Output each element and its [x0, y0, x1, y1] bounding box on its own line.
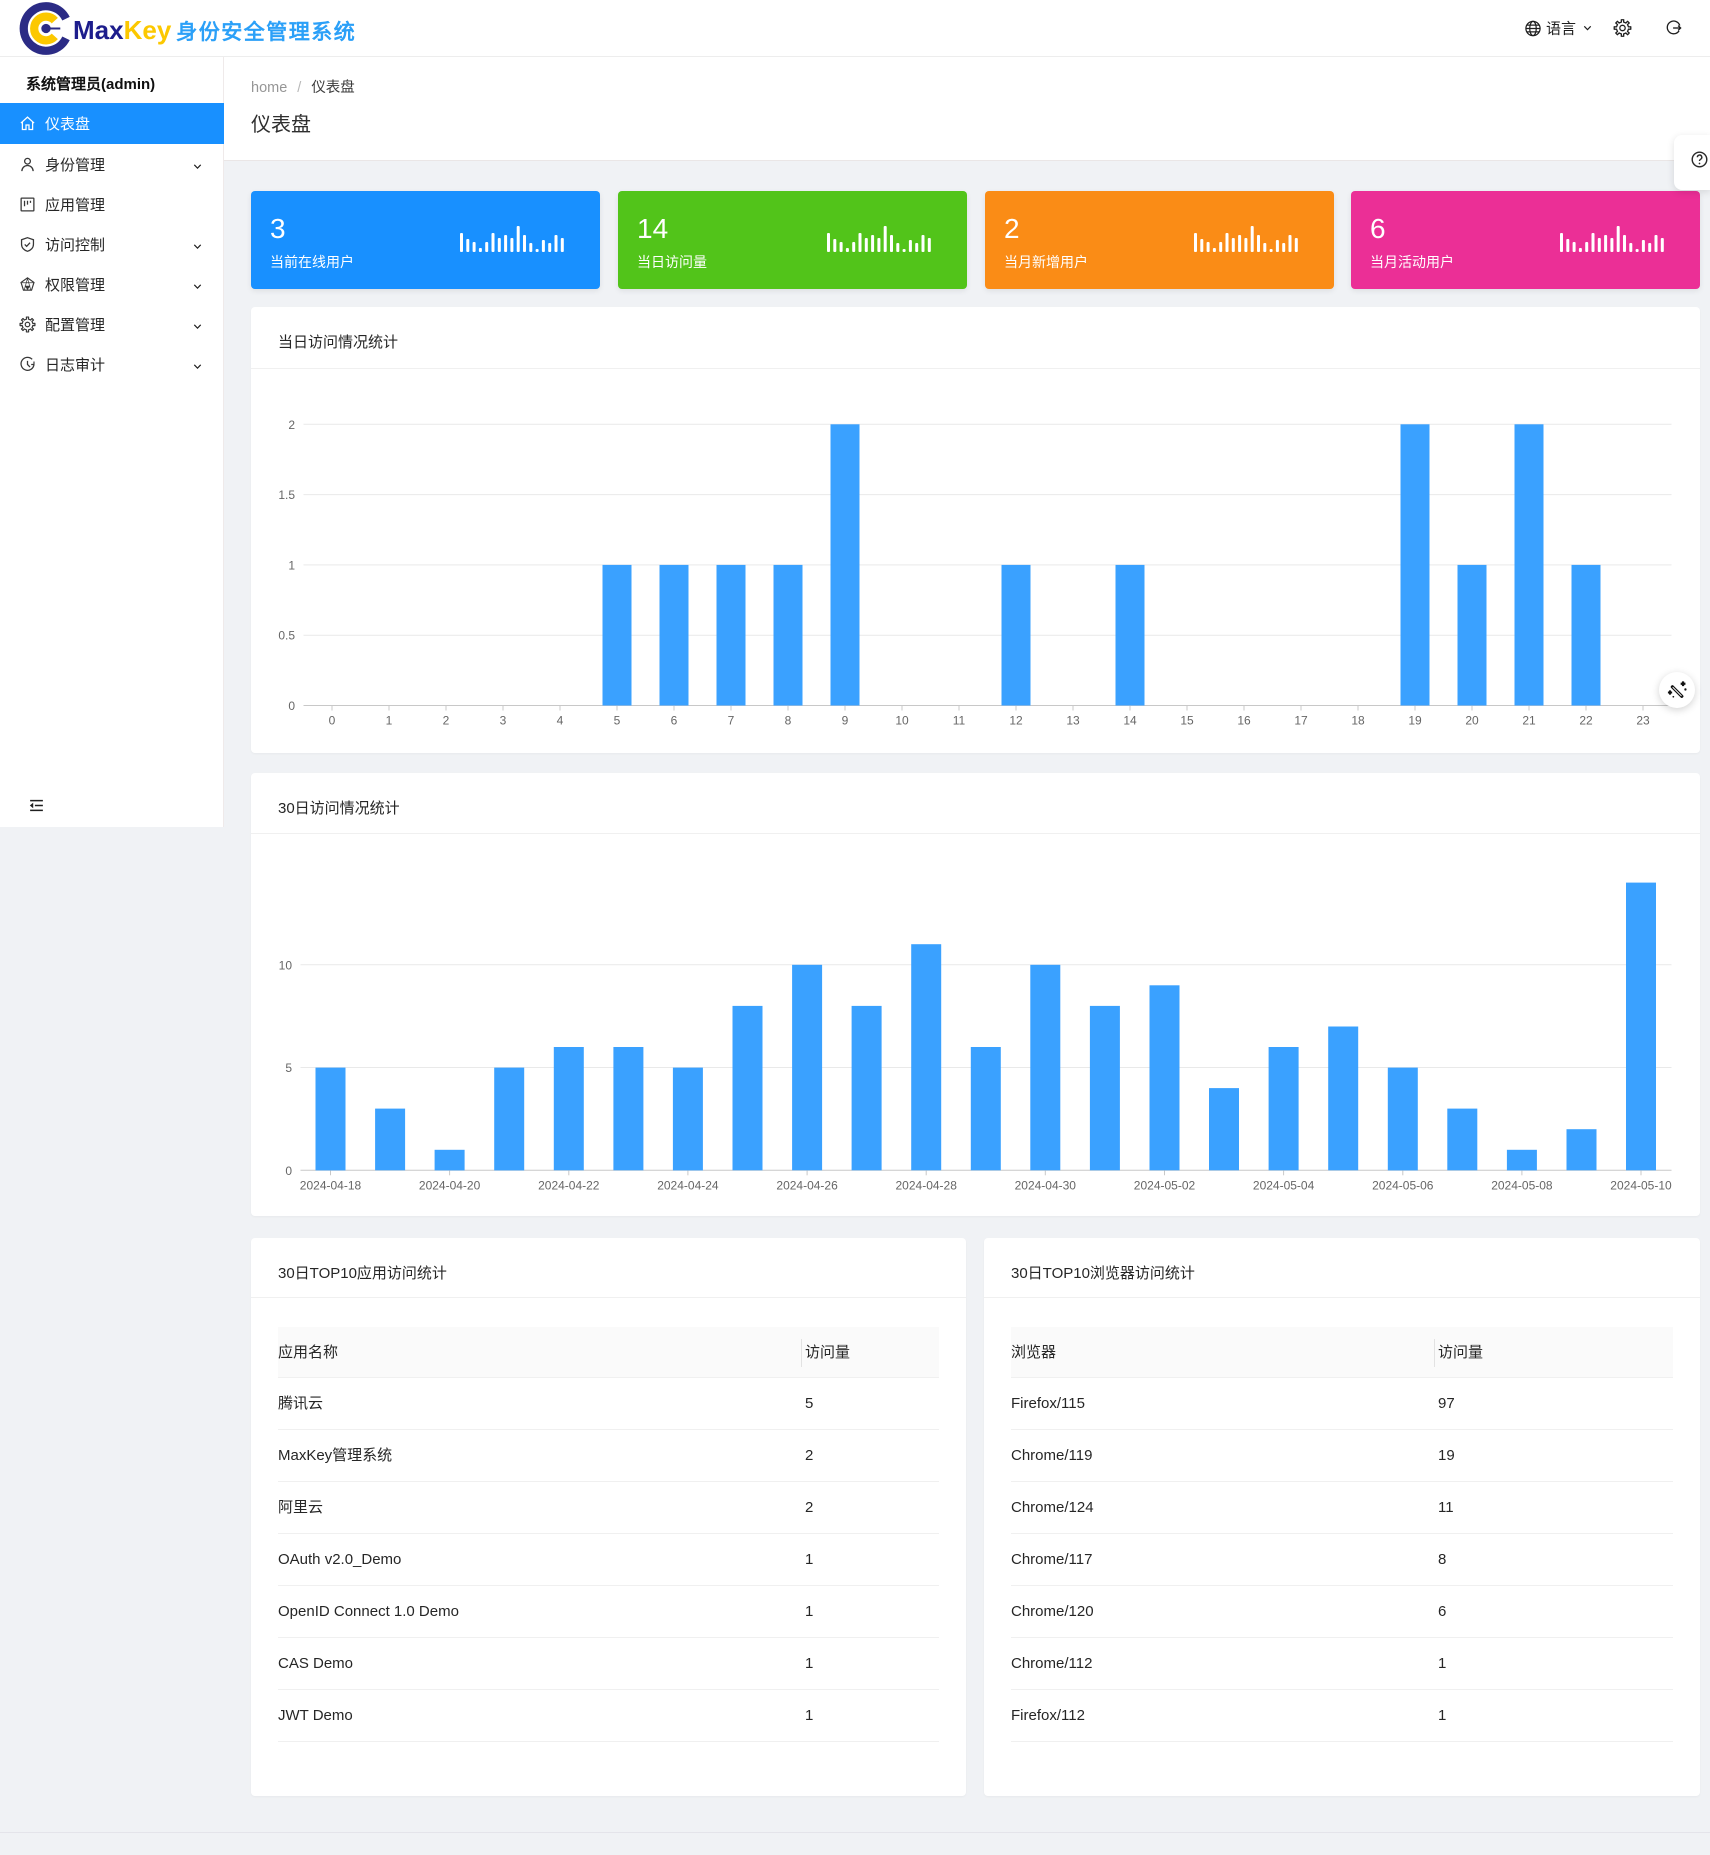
svg-text:21: 21: [1522, 714, 1536, 728]
svg-text:12: 12: [1009, 714, 1023, 728]
svg-text:1.5: 1.5: [278, 488, 295, 502]
svg-text:2024-05-02: 2024-05-02: [1134, 1178, 1196, 1192]
svg-text:2024-04-22: 2024-04-22: [538, 1178, 600, 1192]
svg-text:2024-05-06: 2024-05-06: [1372, 1178, 1434, 1192]
svg-text:7: 7: [728, 714, 735, 728]
svg-text:13: 13: [1066, 714, 1080, 728]
svg-text:16: 16: [1237, 714, 1251, 728]
svg-text:20: 20: [1465, 714, 1479, 728]
svg-text:0.5: 0.5: [278, 629, 295, 643]
svg-text:5: 5: [285, 1061, 292, 1075]
svg-text:2024-05-04: 2024-05-04: [1253, 1178, 1315, 1192]
svg-text:19: 19: [1408, 714, 1422, 728]
svg-text:2024-04-18: 2024-04-18: [300, 1178, 362, 1192]
svg-text:18: 18: [1351, 714, 1365, 728]
svg-text:2024-04-24: 2024-04-24: [657, 1178, 719, 1192]
svg-text:17: 17: [1294, 714, 1308, 728]
svg-text:0: 0: [329, 714, 336, 728]
svg-text:2024-05-08: 2024-05-08: [1491, 1178, 1553, 1192]
svg-text:9: 9: [842, 714, 849, 728]
svg-text:4: 4: [557, 714, 564, 728]
svg-text:2024-04-26: 2024-04-26: [776, 1178, 838, 1192]
svg-text:14: 14: [1123, 714, 1137, 728]
svg-text:3: 3: [500, 714, 507, 728]
svg-text:2024-04-30: 2024-04-30: [1015, 1178, 1077, 1192]
svg-text:1: 1: [386, 714, 393, 728]
svg-text:15: 15: [1180, 714, 1194, 728]
svg-text:8: 8: [785, 714, 792, 728]
svg-text:0: 0: [288, 699, 295, 713]
svg-text:5: 5: [614, 714, 621, 728]
svg-text:10: 10: [279, 958, 293, 972]
svg-text:2: 2: [288, 418, 295, 432]
svg-text:6: 6: [671, 714, 678, 728]
svg-text:2: 2: [443, 714, 450, 728]
svg-text:22: 22: [1579, 714, 1593, 728]
svg-text:11: 11: [953, 714, 966, 728]
svg-text:10: 10: [895, 714, 909, 728]
svg-text:2024-04-20: 2024-04-20: [419, 1178, 481, 1192]
svg-text:2024-05-10: 2024-05-10: [1610, 1178, 1672, 1192]
svg-text:1: 1: [288, 558, 295, 572]
svg-text:0: 0: [285, 1164, 292, 1178]
svg-text:23: 23: [1636, 714, 1650, 728]
svg-text:2024-04-28: 2024-04-28: [896, 1178, 958, 1192]
